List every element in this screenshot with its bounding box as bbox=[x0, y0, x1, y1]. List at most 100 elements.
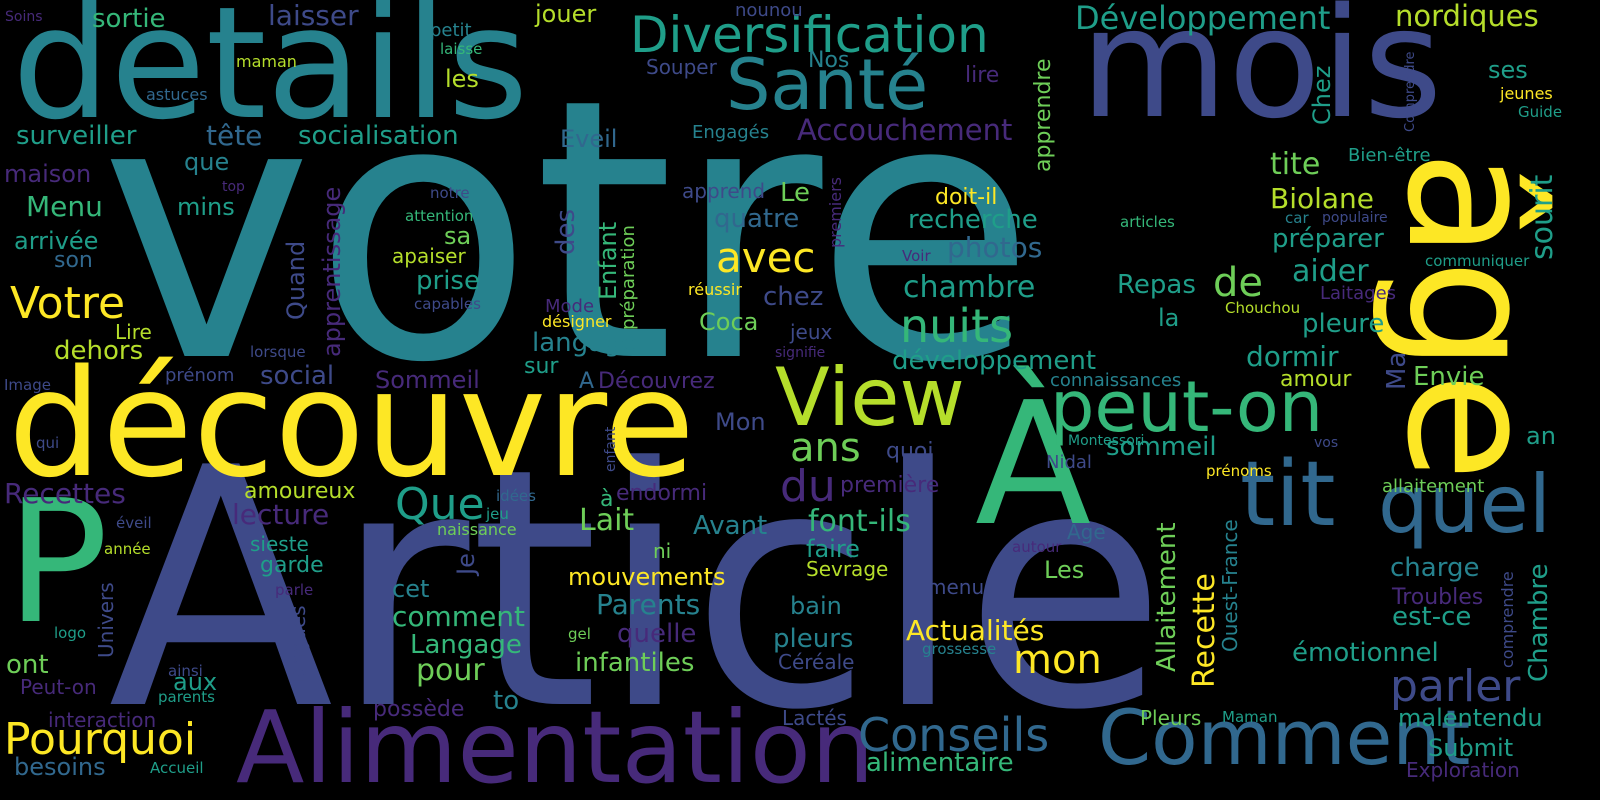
word-alimentation: Alimentation bbox=[236, 689, 875, 800]
word-la: la bbox=[1158, 304, 1180, 332]
word-avec: avec bbox=[716, 233, 816, 282]
word-nidal: Nidal bbox=[1046, 452, 1092, 473]
word-apprentissage: apprentissage bbox=[318, 186, 346, 357]
word-doit-il: doit-il bbox=[935, 185, 998, 210]
word-de: de bbox=[1213, 260, 1263, 306]
word-p: P bbox=[6, 464, 109, 662]
word-cereale: Céréale bbox=[778, 650, 855, 674]
word-accouchement: Accouchement bbox=[797, 113, 1013, 147]
word-repas: Repas bbox=[1117, 270, 1196, 300]
word-ma: Ma bbox=[1382, 351, 1412, 390]
word-garde: garde bbox=[260, 553, 324, 578]
word-notre: notre bbox=[430, 184, 470, 202]
word-idees: idées bbox=[496, 487, 536, 505]
word-lecture: lecture bbox=[232, 498, 330, 531]
word-tite: tite bbox=[1270, 147, 1321, 182]
word-chambre: chambre bbox=[903, 270, 1036, 305]
word-maman: maman bbox=[236, 52, 297, 71]
word-article: Article bbox=[108, 398, 1167, 782]
word-le: Le bbox=[780, 178, 811, 208]
word-decouvrez: Découvrez bbox=[598, 369, 715, 394]
word-ans: ans bbox=[790, 425, 861, 471]
word-lire: lire bbox=[965, 63, 1000, 88]
word-amour: amour bbox=[1280, 367, 1352, 392]
word-biolane: Biolane bbox=[1270, 182, 1375, 215]
word-engages: Engagés bbox=[692, 122, 770, 143]
word-decouvre: découvre bbox=[8, 338, 695, 510]
word-quelle: quelle bbox=[617, 619, 697, 649]
word-chez-cap: Chez bbox=[1308, 65, 1336, 125]
word-comment: Comment bbox=[1098, 693, 1471, 782]
word-allaitement: allaitement bbox=[1382, 476, 1485, 497]
word-enfant: enfant bbox=[603, 426, 619, 472]
word-son: son bbox=[54, 248, 93, 273]
word-pour: pour bbox=[416, 653, 485, 688]
word-chambre-cap: Chambre bbox=[1524, 563, 1554, 682]
word-jouer: jouer bbox=[535, 0, 597, 28]
word-surveiller: surveiller bbox=[16, 121, 137, 151]
word-coca: Coca bbox=[699, 308, 759, 336]
word-comprendre: comprendre bbox=[1498, 571, 1517, 668]
word-menu-cap: Menu bbox=[26, 190, 103, 223]
word-faire: faire bbox=[806, 535, 860, 563]
word-comment-low: comment bbox=[392, 600, 526, 633]
word-infantiles: infantiles bbox=[575, 648, 695, 678]
word-attention: attention bbox=[405, 207, 474, 225]
word-langage: langage bbox=[532, 328, 637, 358]
word-sourit: sourit bbox=[1525, 174, 1560, 260]
word-recherche: recherche bbox=[908, 205, 1038, 235]
word-dehors: dehors bbox=[54, 336, 144, 366]
word-prenoms: prénoms bbox=[1206, 462, 1272, 480]
word-interaction: interaction bbox=[48, 708, 157, 732]
word-vos: vos bbox=[1314, 435, 1339, 451]
word-avant: Avant bbox=[693, 511, 768, 541]
word-premiere: première bbox=[840, 473, 940, 498]
word-mode: Mode bbox=[545, 296, 595, 317]
word-logo: logo bbox=[54, 624, 87, 642]
word-allaitement-cap: Allaitement bbox=[1152, 522, 1182, 672]
word-apprendre: apprendre bbox=[1031, 58, 1056, 172]
word-premiers: premiers bbox=[826, 176, 845, 248]
word-socialisation: socialisation bbox=[298, 121, 459, 151]
word-pleurs-cap: Pleurs bbox=[1140, 706, 1202, 730]
word-a-grave: À bbox=[975, 366, 1092, 564]
word-laitages: Laitages bbox=[1320, 283, 1397, 304]
word-sur: sur bbox=[524, 354, 559, 379]
word-sa: sa bbox=[444, 222, 472, 250]
word-tit: tit bbox=[1240, 442, 1336, 547]
word-ouest-france: Ouest-France bbox=[1218, 519, 1242, 652]
word-prise: prise bbox=[416, 266, 480, 296]
word-preparer: préparer bbox=[1272, 224, 1384, 254]
word-les: les bbox=[445, 65, 479, 93]
word-details: details bbox=[12, 0, 529, 154]
word-mon-cap: Mon bbox=[715, 408, 766, 436]
word-designer: désigner bbox=[542, 312, 612, 331]
word-to: to bbox=[493, 686, 520, 716]
word-autour: autour bbox=[1012, 538, 1062, 556]
word-apprend: apprend bbox=[682, 179, 766, 203]
word-cet: cet bbox=[392, 575, 430, 603]
word-tete: tête bbox=[206, 119, 263, 152]
word-a-grave-small: à bbox=[600, 487, 614, 512]
word-qui: qui bbox=[36, 434, 60, 452]
word-langage-cap: Langage bbox=[410, 630, 522, 660]
word-peut-on-low: Peut-on bbox=[20, 675, 97, 699]
word-mois: mois bbox=[1080, 0, 1443, 152]
word-arrivee: arrivée bbox=[14, 227, 99, 255]
word-nuits: nuits bbox=[900, 299, 1014, 353]
word-petit: petit bbox=[430, 20, 472, 41]
word-nordiques: nordiques bbox=[1395, 0, 1539, 33]
word-troubles: Troubles bbox=[1392, 585, 1484, 610]
word-endormi: endormi bbox=[616, 481, 708, 506]
word-sommeil: sommeil bbox=[1106, 432, 1217, 462]
word-grossesse: grossesse bbox=[922, 640, 997, 658]
word-recettes: Recettes bbox=[4, 477, 126, 510]
word-chouchou: Chouchou bbox=[1225, 299, 1301, 317]
word-naissance: naissance bbox=[437, 520, 517, 539]
word-pleurs: pleurs bbox=[773, 624, 854, 654]
word-montessori: Montessori bbox=[1068, 433, 1145, 449]
word-articles: articles bbox=[1120, 213, 1175, 231]
word-mins: mins bbox=[177, 193, 235, 221]
word-les-cap: Les bbox=[1044, 556, 1085, 584]
